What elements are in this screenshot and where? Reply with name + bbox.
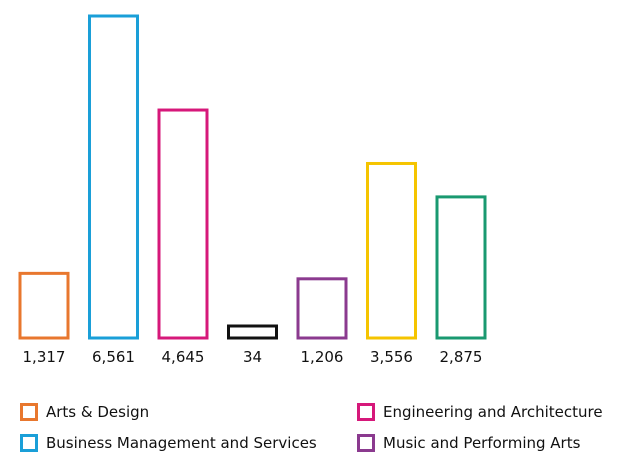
legend-label: Arts & Design bbox=[46, 403, 150, 421]
bar-3 bbox=[227, 324, 278, 340]
bar-value-label-5: 3,556 bbox=[370, 348, 413, 366]
legend-item: Engineering and Architecture bbox=[357, 402, 603, 422]
legend-item: Arts & Design bbox=[20, 402, 149, 422]
bar-0 bbox=[18, 271, 70, 340]
bar-2 bbox=[157, 108, 209, 340]
legend-item: Music and Performing Arts bbox=[357, 433, 580, 453]
legend-swatch bbox=[20, 434, 38, 452]
bar-value-label-0: 1,317 bbox=[23, 348, 66, 366]
legend-item: Business Management and Services bbox=[20, 433, 317, 453]
bar-value-label-2: 4,645 bbox=[162, 348, 205, 366]
bar-5 bbox=[366, 161, 417, 340]
legend-swatch bbox=[357, 403, 375, 421]
bar-value-label-6: 2,875 bbox=[440, 348, 483, 366]
legend-label: Business Management and Services bbox=[46, 434, 317, 452]
bar-value-label-3: 34 bbox=[243, 348, 262, 366]
bar-value-label-1: 6,561 bbox=[92, 348, 135, 366]
legend-swatch bbox=[20, 403, 38, 421]
bar-4 bbox=[296, 277, 348, 340]
legend-label: Music and Performing Arts bbox=[383, 434, 581, 452]
bar-value-label-4: 1,206 bbox=[301, 348, 344, 366]
legend-swatch bbox=[357, 434, 375, 452]
bar-6 bbox=[435, 195, 487, 340]
bar-1 bbox=[88, 14, 139, 340]
bar-chart: 1,317 6,561 4,645 34 1,206 3,556 2,875 bbox=[18, 14, 487, 366]
legend-label: Engineering and Architecture bbox=[383, 403, 603, 421]
